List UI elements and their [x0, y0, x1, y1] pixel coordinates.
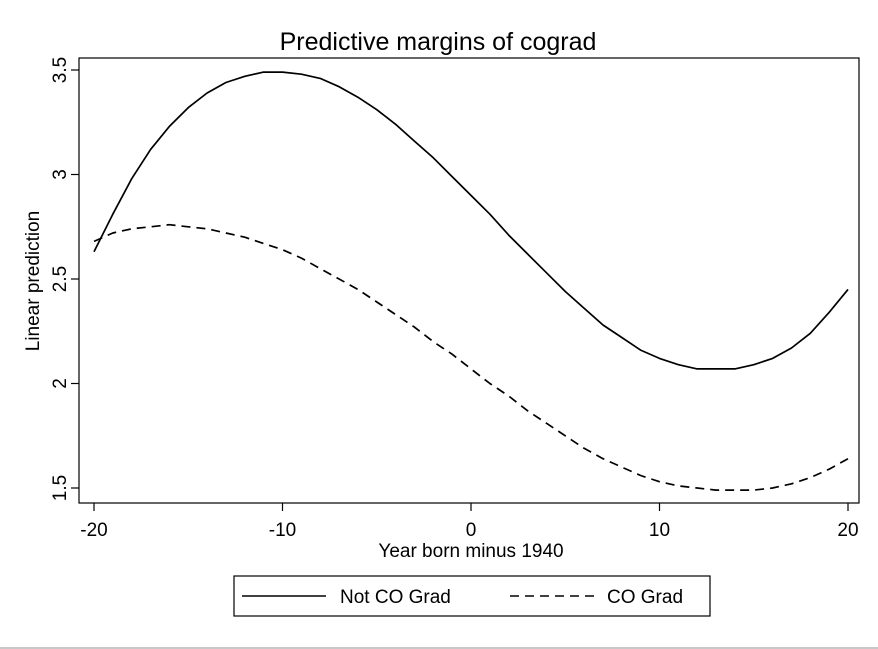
x-axis-label: Year born minus 1940	[378, 541, 563, 562]
x-tick-label: -10	[269, 520, 296, 541]
y-tick-label: 3	[50, 169, 71, 180]
y-tick-label: 2	[50, 378, 71, 389]
x-tick-label: 20	[837, 520, 858, 541]
y-axis-label: Linear prediction	[23, 211, 44, 351]
y-tick-label: 3.5	[50, 57, 71, 83]
x-tick-label: -20	[80, 520, 107, 541]
y-tick-label: 1.5	[50, 475, 71, 501]
x-tick-label: 0	[466, 520, 477, 541]
y-axis-ticks: 1.5 2 2.5 3 3.5	[50, 57, 79, 501]
series-group	[93, 71, 849, 491]
legend: Not CO Grad CO Grad	[233, 575, 711, 617]
chart-title: Predictive margins of cograd	[280, 28, 597, 56]
legend-box	[233, 575, 711, 617]
plot-area-border	[78, 57, 860, 504]
legend-label-co-grad: CO Grad	[607, 587, 683, 608]
x-tick-label: 10	[649, 520, 670, 541]
window-bottom-border	[0, 647, 878, 649]
series-line-not-co-grad	[93, 71, 849, 370]
x-axis-ticks: -20 -10 0 10 20	[80, 503, 859, 541]
y-tick-label: 2.5	[50, 266, 71, 292]
series-line-co-grad	[93, 223, 849, 491]
legend-label-not-co-grad: Not CO Grad	[340, 587, 451, 608]
